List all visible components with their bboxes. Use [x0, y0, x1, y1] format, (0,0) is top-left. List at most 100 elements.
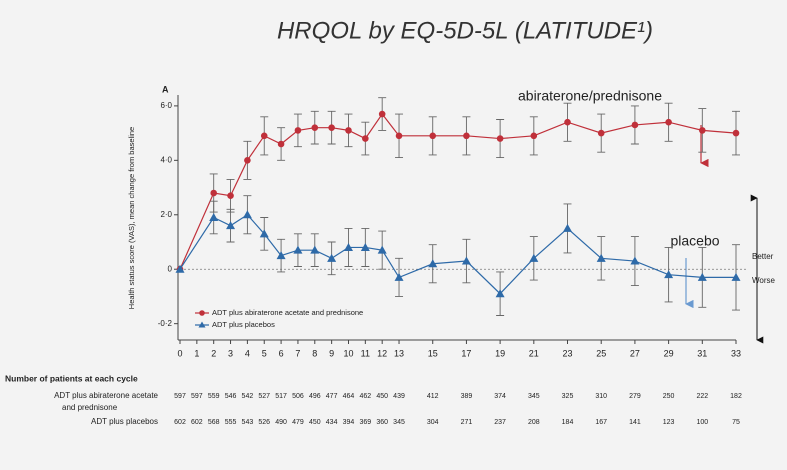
risk-count: 597: [174, 393, 186, 400]
marker: [259, 229, 269, 238]
risk-count: 543: [242, 419, 254, 426]
marker: [597, 129, 605, 137]
legend-label: ADT plus abiraterone acetate and prednis…: [212, 308, 363, 317]
marker: [362, 135, 369, 142]
risk-count: 279: [629, 393, 641, 400]
risk-count: 490: [275, 419, 287, 426]
y-tick-label: 6·0: [160, 101, 172, 110]
x-tick-label: 21: [529, 348, 539, 358]
risk-count: 167: [595, 419, 607, 426]
risk-count: 412: [427, 393, 439, 400]
risk-count: 141: [629, 419, 641, 426]
panel-label: A: [162, 84, 169, 94]
x-tick-label: 1: [194, 348, 199, 358]
x-tick-label: 5: [262, 348, 267, 358]
risk-count: 602: [174, 419, 186, 426]
risk-count: 250: [663, 393, 675, 400]
x-tick-label: 15: [428, 348, 438, 358]
x-tick-label: 7: [295, 348, 300, 358]
risk-count: 542: [242, 393, 254, 400]
x-tick-label: 23: [563, 348, 573, 358]
risk-count: 360: [376, 419, 388, 426]
marker: [327, 253, 337, 262]
x-tick-label: 27: [630, 348, 640, 358]
marker: [260, 132, 268, 140]
marker: [395, 132, 403, 140]
risk-count: 345: [393, 419, 405, 426]
marker: [360, 242, 370, 251]
y-tick-label: 2·0: [160, 210, 172, 219]
x-tick-label: 10: [343, 348, 353, 358]
risk-row-label: and prednisone: [62, 403, 118, 412]
x-tick-label: 9: [329, 348, 334, 358]
x-tick-label: 29: [664, 348, 674, 358]
risk-count: 559: [208, 393, 220, 400]
risk-count: 434: [326, 419, 338, 426]
risk-row-label: ADT plus abiraterone acetate: [54, 391, 158, 400]
x-tick-label: 0: [177, 348, 182, 358]
x-tick-label: 6: [279, 348, 284, 358]
chart-title: HRQOL by EQ-5D-5L (LATITUDE¹): [277, 17, 653, 44]
marker: [461, 256, 471, 265]
marker: [664, 270, 674, 279]
marker: [596, 253, 606, 262]
risk-count: 75: [732, 419, 740, 426]
y-tick-label: 0: [168, 264, 173, 273]
risk-count: 450: [309, 419, 321, 426]
x-tick-label: 2: [211, 348, 216, 358]
marker: [276, 251, 286, 260]
risk-count: 389: [461, 393, 473, 400]
risk-count: 100: [696, 419, 708, 426]
marker: [495, 289, 505, 298]
marker: [210, 189, 217, 197]
marker: [463, 132, 470, 140]
risk-count: 325: [562, 393, 574, 400]
risk-table-title: Number of patients at each cycle: [5, 373, 138, 383]
marker: [294, 127, 302, 134]
risk-count: 546: [225, 393, 237, 400]
marker: [343, 242, 353, 251]
marker: [310, 245, 320, 254]
marker: [394, 272, 404, 281]
risk-count: 517: [275, 393, 287, 400]
y-tick-label: -0·2: [158, 319, 173, 328]
marker: [630, 256, 640, 265]
risk-count: 462: [359, 393, 371, 400]
marker: [564, 118, 571, 126]
marker: [428, 259, 438, 268]
risk-count: 527: [258, 393, 270, 400]
marker: [311, 124, 319, 131]
marker: [244, 157, 251, 164]
marker: [209, 213, 219, 221]
x-tick-label: 4: [245, 348, 250, 358]
marker: [242, 210, 252, 219]
risk-count: 597: [191, 393, 203, 400]
x-tick-label: 17: [461, 348, 471, 358]
risk-count: 450: [376, 393, 388, 400]
y-tick-label: 4·0: [160, 155, 172, 164]
legend-marker: [198, 321, 206, 328]
series-line: [179, 213, 736, 295]
annotation: Worse: [752, 276, 776, 285]
marker: [429, 132, 437, 140]
marker: [631, 121, 639, 129]
risk-count: 208: [528, 419, 540, 426]
x-tick-label: 8: [312, 348, 317, 358]
risk-count: 506: [292, 393, 304, 400]
risk-count: 374: [494, 393, 506, 400]
risk-count: 479: [292, 419, 304, 426]
risk-count: 369: [359, 419, 371, 426]
risk-count: 602: [191, 419, 203, 426]
marker: [377, 245, 387, 254]
risk-count: 271: [461, 419, 473, 426]
risk-count: 526: [258, 419, 270, 426]
marker: [496, 135, 504, 142]
marker: [227, 192, 234, 200]
risk-count: 222: [696, 393, 708, 400]
risk-count: 345: [528, 393, 540, 400]
marker: [293, 245, 303, 254]
x-tick-label: 11: [361, 348, 370, 358]
marker: [175, 264, 185, 273]
y-axis-label: Health status score (VAS), mean change f…: [127, 127, 136, 309]
